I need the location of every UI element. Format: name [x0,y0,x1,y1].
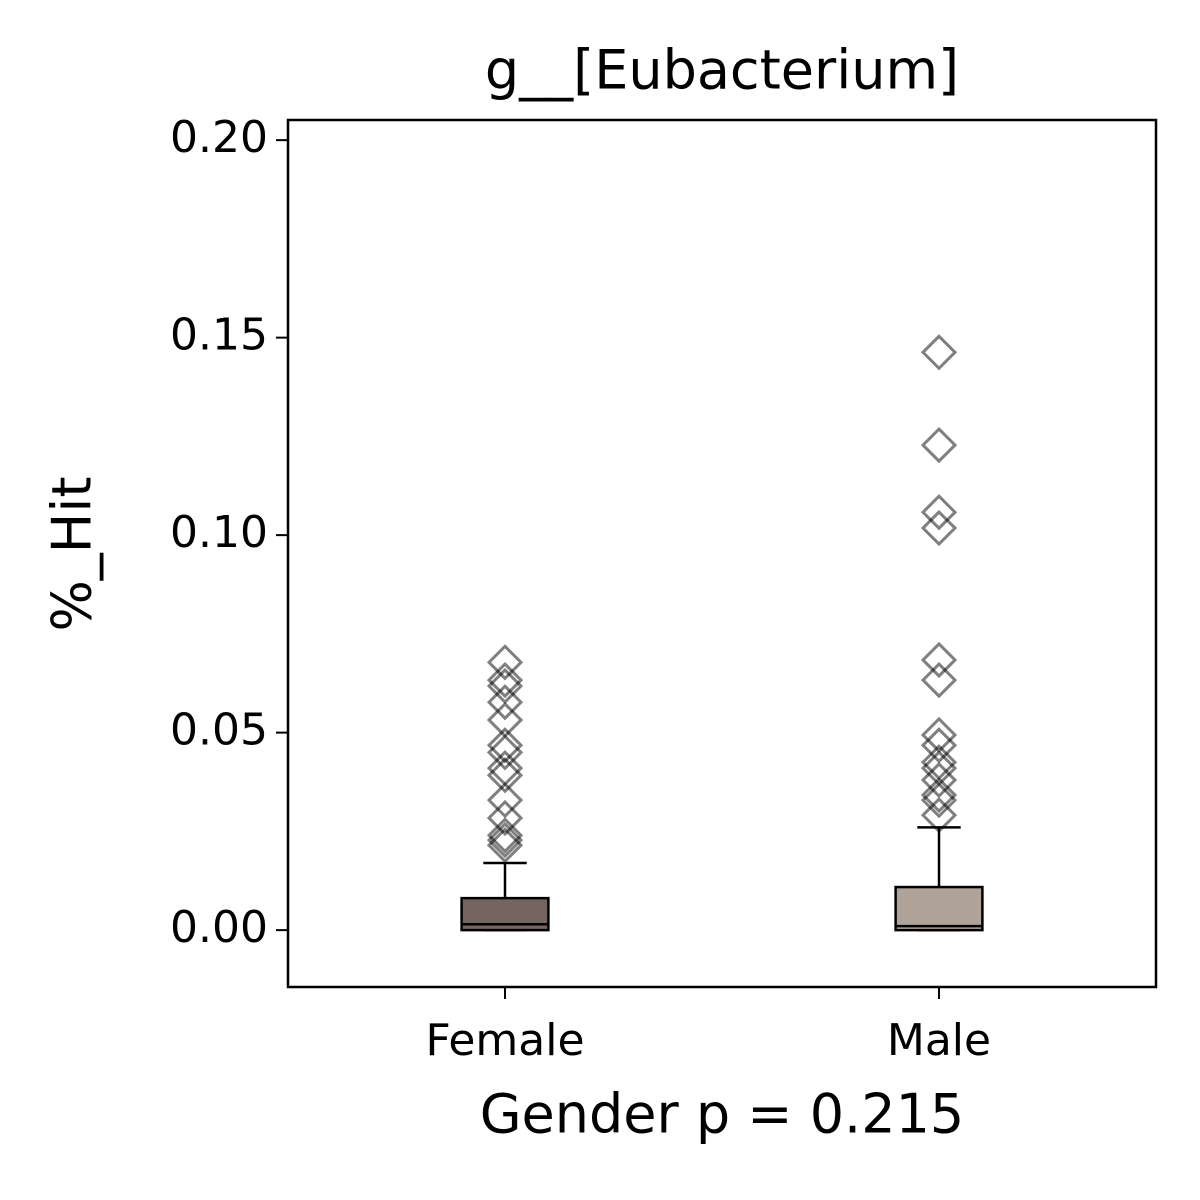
y-tick-label: 0.05 [170,705,268,756]
outlier [486,782,524,819]
outlier [486,684,524,721]
outlier [920,641,958,679]
outlier [920,334,958,371]
outlier [486,661,524,699]
x-tick-label: Female [425,1015,584,1066]
outlier [920,494,958,531]
outlier [486,734,524,771]
y-tick-label: 0.20 [170,112,268,163]
y-tick-label: 0.00 [170,902,268,953]
outlier [486,799,524,837]
outlier [920,761,958,799]
outlier [486,827,524,864]
outlier [920,782,958,819]
outlier [486,817,524,854]
y-axis-label: %_Hit [41,476,104,631]
outlier [920,727,958,764]
outlier [486,757,524,794]
y-tick-label: 0.15 [170,310,268,361]
outlier [920,426,958,464]
chart-title: g__[Eubacterium] [485,39,959,102]
x-axis-label: Gender p = 0.215 [480,1083,965,1146]
y-tick-label: 0.10 [170,507,268,558]
outlier [486,644,524,681]
outlier [486,821,524,859]
outlier [920,797,958,834]
plot-frame [286,118,1158,989]
outlier [920,661,958,699]
x-tick-label: Male [887,1015,991,1066]
outlier [920,509,958,547]
outlier [920,776,958,814]
box [894,885,984,932]
